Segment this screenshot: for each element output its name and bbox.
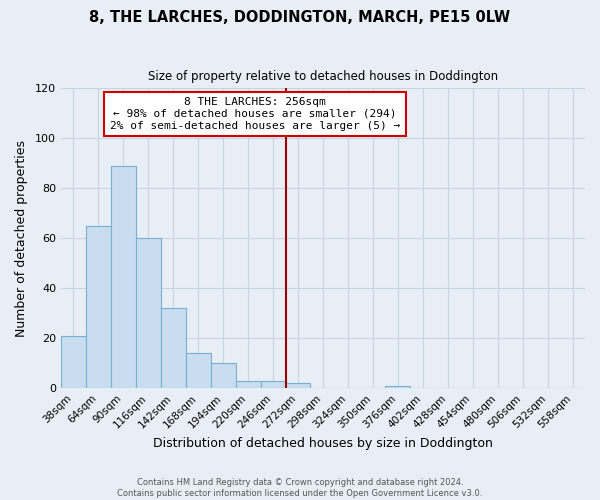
Text: 8 THE LARCHES: 256sqm
← 98% of detached houses are smaller (294)
2% of semi-deta: 8 THE LARCHES: 256sqm ← 98% of detached … xyxy=(110,98,400,130)
Bar xyxy=(111,166,136,388)
Bar xyxy=(161,308,186,388)
Y-axis label: Number of detached properties: Number of detached properties xyxy=(15,140,28,337)
X-axis label: Distribution of detached houses by size in Doddington: Distribution of detached houses by size … xyxy=(153,437,493,450)
Bar xyxy=(385,386,410,388)
Bar xyxy=(211,364,236,388)
Bar xyxy=(86,226,111,388)
Bar xyxy=(260,381,286,388)
Bar xyxy=(186,354,211,388)
Bar xyxy=(61,336,86,388)
Text: 8, THE LARCHES, DODDINGTON, MARCH, PE15 0LW: 8, THE LARCHES, DODDINGTON, MARCH, PE15 … xyxy=(89,10,511,25)
Bar xyxy=(286,384,310,388)
Text: Contains HM Land Registry data © Crown copyright and database right 2024.
Contai: Contains HM Land Registry data © Crown c… xyxy=(118,478,482,498)
Bar xyxy=(236,381,260,388)
Bar xyxy=(136,238,161,388)
Title: Size of property relative to detached houses in Doddington: Size of property relative to detached ho… xyxy=(148,70,498,83)
